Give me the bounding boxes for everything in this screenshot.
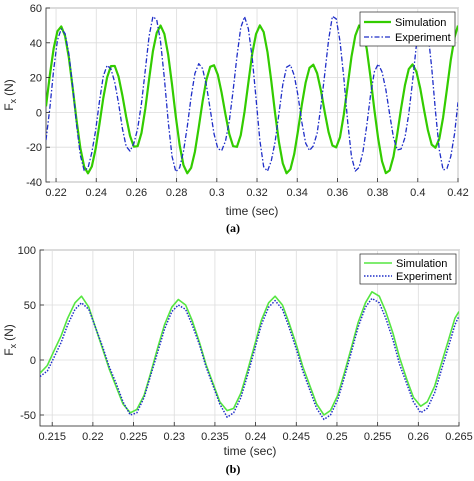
x-tick-label-a: 0.4 (410, 187, 425, 199)
y-axis-label-b-sub: x (8, 343, 18, 348)
x-tick-label-b: 0.245 (283, 431, 311, 443)
y-axis-label-b-main: F (2, 348, 16, 355)
y-tick-label-a: 60 (30, 3, 42, 15)
y-axis-label-b-unit: (N) (2, 324, 16, 341)
x-tick-label-a: 0.24 (86, 187, 107, 199)
legend-box-a (359, 11, 456, 47)
series-experiment-line-a (46, 12, 458, 173)
chart-panel-a: 0.22 0.24 0.26 0.28 0.3 0.32 0.34 0.36 0.38 0.4 0.… (2, 3, 469, 235)
legend-a: Simulation Experiment (359, 11, 456, 47)
y-tick-label-a: 40 (30, 38, 42, 50)
x-tick-label-a: 0.42 (447, 187, 468, 199)
x-axis-label-a: time (sec) (226, 204, 279, 218)
legend-b: Simulation Experiment (359, 253, 457, 285)
x-tick-label-a: 0.28 (166, 187, 187, 199)
y-axis-label-a-sub: x (8, 98, 18, 103)
y-tick-label-a: 0 (36, 107, 42, 119)
y-ticks-b: -50 0 50 100 (18, 245, 44, 422)
x-tick-label-b: 0.26 (408, 431, 429, 443)
x-tick-label-a: 0.38 (367, 187, 388, 199)
chart-panel-b: 0.215 0.22 0.225 0.23 0.235 0.24 0.245 0.25 0.25… (2, 245, 473, 476)
y-axis-label-a-unit: (N) (2, 79, 16, 96)
x-tick-label-b: 0.25 (326, 431, 347, 443)
legend-a-simulation-label: Simulation (395, 17, 446, 29)
x-tick-label-b: 0.24 (245, 431, 266, 443)
series-group-a (46, 12, 458, 175)
legend-box-b (359, 253, 457, 285)
x-ticks-a: 0.22 0.24 0.26 0.28 0.3 0.32 0.34 0.36 0.38 0.4 0.… (45, 178, 469, 199)
y-axis-label-b: Fx (N) (2, 324, 18, 356)
x-tick-label-a: 0.36 (327, 187, 348, 199)
y-tick-label-a: -20 (26, 142, 42, 154)
legend-a-experiment-label: Experiment (395, 32, 451, 44)
y-tick-label-b: -50 (20, 410, 36, 422)
y-axis-label-a: Fx (N) (2, 79, 18, 111)
y-tick-label-a: -40 (26, 177, 42, 189)
y-tick-label-b: 0 (30, 355, 36, 367)
series-simulation-line-a (46, 24, 458, 175)
x-tick-label-b: 0.235 (201, 431, 229, 443)
x-tick-label-a: 0.22 (45, 187, 66, 199)
x-tick-label-b: 0.215 (38, 431, 66, 443)
x-tick-label-b: 0.255 (364, 431, 392, 443)
y-tick-label-a: 20 (30, 73, 42, 85)
legend-b-simulation-label: Simulation (396, 258, 447, 270)
x-axis-label-b: time (sec) (224, 444, 277, 458)
x-tick-label-a: 0.32 (246, 187, 267, 199)
series-simulation-line-b (40, 291, 459, 416)
x-tick-label-a: 0.34 (287, 187, 308, 199)
legend-b-experiment-label: Experiment (396, 271, 452, 283)
x-tick-label-b: 0.225 (120, 431, 148, 443)
caption-a: (a) (226, 221, 240, 235)
x-tick-label-a: 0.26 (126, 187, 147, 199)
x-tick-label-b: 0.265 (445, 431, 473, 443)
grid-b (40, 249, 460, 426)
x-tick-label-b: 0.23 (164, 431, 185, 443)
y-tick-label-b: 50 (24, 300, 36, 312)
y-axis-label-a-main: F (2, 103, 16, 110)
caption-b: (b) (226, 462, 241, 476)
y-tick-label-b: 100 (18, 245, 36, 257)
series-experiment-line-b (40, 297, 459, 421)
series-group-b (40, 291, 459, 421)
x-ticks-b: 0.215 0.22 0.225 0.23 0.235 0.24 0.245 0.25 0.25… (38, 422, 473, 443)
y-ticks-a: -40 -20 0 20 40 60 (26, 3, 50, 189)
x-tick-label-a: 0.3 (209, 187, 224, 199)
x-tick-label-b: 0.22 (82, 431, 103, 443)
